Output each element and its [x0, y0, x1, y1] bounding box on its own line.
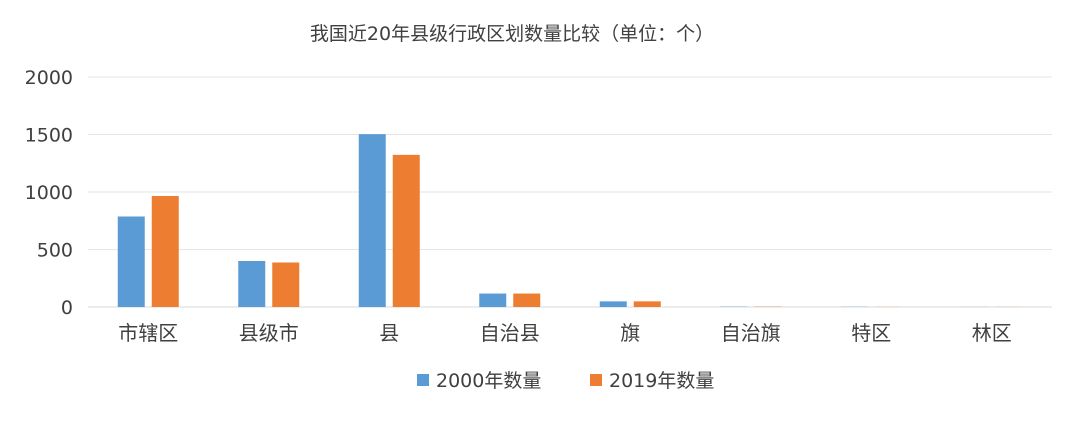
x-tick-label: 市辖区 — [118, 321, 178, 345]
x-tick-label: 自治县 — [480, 321, 540, 345]
bar-series2 — [151, 196, 179, 307]
y-tick-label: 500 — [37, 240, 73, 262]
legend-label: 2000年数量 — [436, 370, 541, 392]
x-axis-ticks: 市辖区 县级市 县 自治县 旗 自治旗 特区 林区 — [118, 321, 1012, 345]
x-tick-label: 县级市 — [239, 321, 299, 345]
bar-series1 — [358, 134, 386, 307]
gridlines — [88, 76, 1052, 308]
bar-series1 — [479, 293, 507, 307]
bar-series2 — [633, 301, 661, 307]
y-tick-label: 0 — [61, 297, 73, 319]
bar-series1 — [599, 301, 627, 307]
bar-series2 — [392, 154, 420, 307]
y-tick-label: 1500 — [25, 125, 73, 147]
y-tick-label: 1000 — [25, 182, 73, 204]
bar-series1 — [117, 216, 145, 307]
bar-series2 — [272, 262, 300, 307]
bar-series2 — [513, 293, 541, 307]
y-axis-ticks: 0 500 1000 1500 2000 — [25, 67, 73, 319]
legend: 2000年数量 2019年数量 — [417, 370, 714, 392]
bar-series1 — [238, 261, 266, 307]
bars — [117, 134, 1023, 307]
legend-label: 2019年数量 — [609, 370, 714, 392]
x-tick-label: 县 — [379, 321, 399, 345]
x-tick-label: 旗 — [620, 321, 640, 345]
legend-swatch — [590, 374, 602, 386]
legend-swatch — [417, 374, 429, 386]
y-tick-label: 2000 — [25, 67, 73, 89]
x-tick-label: 林区 — [972, 321, 1012, 345]
x-tick-label: 自治旗 — [721, 321, 781, 345]
x-tick-label: 特区 — [851, 321, 891, 345]
chart-title: 我国近20年县级行政区划数量比较（单位：个） — [310, 23, 714, 45]
